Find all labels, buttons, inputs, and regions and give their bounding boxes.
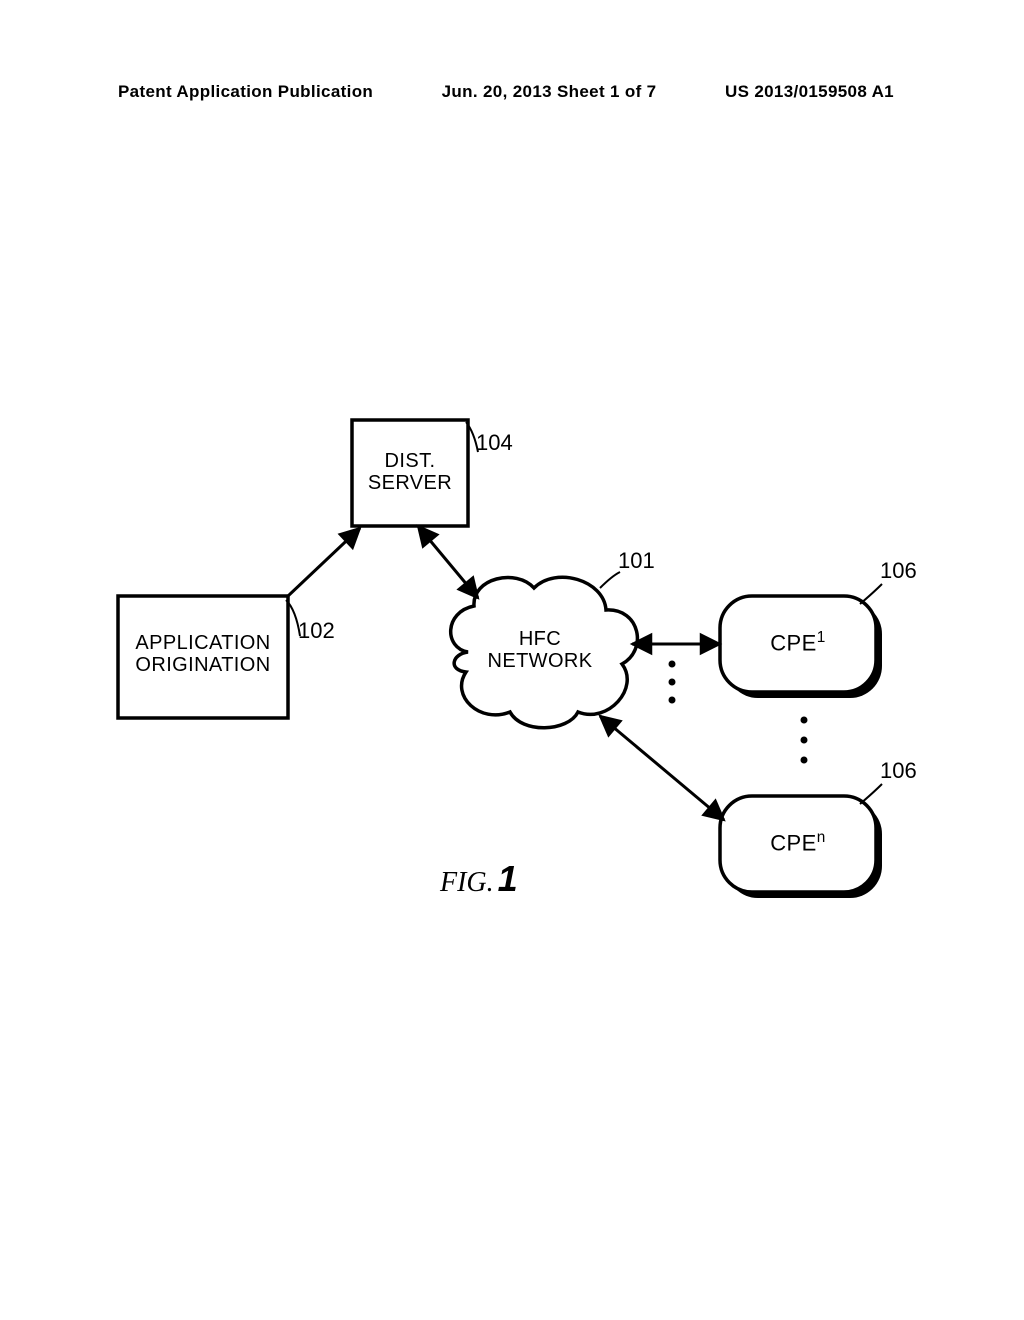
label-cpe1-text: CPE	[770, 630, 817, 655]
label-cpe-n: CPEn	[720, 830, 876, 856]
figure-caption-prefix: FIG.	[440, 867, 494, 898]
label-server-line1: DIST.	[385, 450, 436, 472]
edge-server-hfc	[418, 526, 478, 598]
ref-101: 101	[618, 548, 655, 574]
ref-106-a: 106	[880, 558, 917, 584]
label-hfc-line2: NETWORK	[487, 650, 592, 672]
ref-106-b: 106	[880, 758, 917, 784]
label-dist-server: DIST. SERVER	[352, 450, 468, 494]
page: Patent Application Publication Jun. 20, …	[0, 0, 1024, 1320]
ref-104: 104	[476, 430, 513, 456]
leader-101	[600, 572, 620, 588]
label-cpen-super: n	[817, 829, 826, 846]
figure-caption: FIG.1	[440, 858, 518, 900]
label-server-line2: SERVER	[368, 472, 452, 494]
leader-106a	[860, 584, 882, 604]
edge-app-server	[288, 528, 360, 596]
label-app-line2: ORIGINATION	[135, 654, 270, 676]
label-cpen-text: CPE	[770, 830, 817, 855]
label-hfc-network: HFC NETWORK	[480, 628, 600, 672]
label-cpe-1: CPE1	[720, 630, 876, 656]
edge-hfc-cpen	[600, 716, 724, 820]
ref-102: 102	[298, 618, 335, 644]
leader-106b	[860, 784, 882, 804]
label-app-origination: APPLICATION ORIGINATION	[118, 632, 288, 676]
label-cpe1-super: 1	[817, 629, 826, 646]
figure-caption-number: 1	[494, 858, 518, 899]
label-app-line1: APPLICATION	[135, 632, 270, 654]
label-hfc-line1: HFC	[519, 628, 561, 650]
